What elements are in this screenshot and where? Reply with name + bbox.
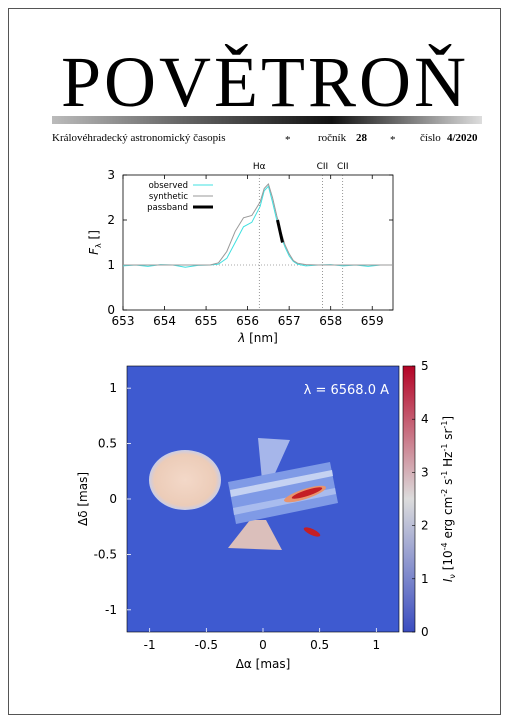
image-plot: -1 -0.5 0 0.5 1 -1 -0.5 0 0.5 1 λ = 6568.0 A Δα [ma… xyxy=(76,359,457,671)
line-chart: 653 654 655 656 657 658 659 0 1 2 3 Hα CII CII observe… xyxy=(87,162,394,345)
label-part: -1 xyxy=(440,471,449,479)
series-line xyxy=(276,219,284,243)
label-part: [nm] xyxy=(245,331,277,345)
line-marker-label: Hα xyxy=(253,162,266,172)
colorbar-tick-label: 5 xyxy=(421,359,429,373)
colorbar-tick-label: 4 xyxy=(421,412,429,426)
label-part: -1 xyxy=(440,444,449,452)
label-part: ] xyxy=(441,416,455,421)
y-axis-label: Δδ [mas] xyxy=(76,472,90,526)
volume: 28 xyxy=(356,132,368,144)
x-axis-label: λ [nm] xyxy=(237,331,278,345)
label-part: λ xyxy=(94,243,103,248)
line-marker-label: CII xyxy=(337,162,349,172)
y-tick-label: -1 xyxy=(105,603,117,617)
colorbar-tick-label: 1 xyxy=(421,572,429,586)
colorbar-tick-label: 2 xyxy=(421,519,429,533)
y-axis-label: Fλ [] xyxy=(87,230,103,255)
label-part: ν xyxy=(448,574,457,579)
x-tick-label: 1 xyxy=(373,638,381,652)
image-content xyxy=(127,366,399,632)
hot-streak xyxy=(291,487,323,499)
x-tick-label: -1 xyxy=(144,638,156,652)
x-tick-label: 658 xyxy=(319,314,342,328)
legend-label: synthetic xyxy=(149,192,188,202)
label-part: [] xyxy=(87,230,101,243)
issue: 4/2020 xyxy=(447,132,478,144)
x-tick-label: 654 xyxy=(153,314,176,328)
issue-line: Královéhradecký astronomický časopis * r… xyxy=(52,132,478,146)
y-tick-label: 1 xyxy=(109,381,117,395)
separator: * xyxy=(390,134,396,146)
y-tick-label: 0 xyxy=(109,492,117,506)
y-tick-label: 2 xyxy=(107,213,115,227)
colorbar-tick-label: 3 xyxy=(421,465,429,479)
journal-name: Královéhradecký astronomický časopis xyxy=(52,132,226,144)
x-tick-label: 659 xyxy=(361,314,384,328)
label-part: Hz xyxy=(441,452,455,471)
x-tick-label: 0.5 xyxy=(310,638,329,652)
label-part: erg cm xyxy=(441,497,455,543)
title-rule xyxy=(52,116,482,124)
x-tick-label: 657 xyxy=(278,314,301,328)
colorbar xyxy=(402,365,416,633)
label-part: sr xyxy=(441,428,455,443)
legend-label: passband xyxy=(147,203,188,213)
line-marker-label: CII xyxy=(317,162,329,172)
label-part: -2 xyxy=(440,489,449,497)
x-tick-label: 653 xyxy=(112,314,135,328)
label-part: I xyxy=(441,578,455,582)
image-annotation: λ = 6568.0 A xyxy=(304,383,389,398)
issue-label: číslo xyxy=(420,132,441,144)
volume-label: ročník xyxy=(318,132,347,144)
x-tick-label: 655 xyxy=(195,314,218,328)
y-tick-label: 0 xyxy=(107,303,115,317)
label-part: -4 xyxy=(440,542,449,550)
x-axis-label: Δα [mas] xyxy=(236,657,291,671)
label-part: s xyxy=(441,479,455,489)
label-part: λ xyxy=(237,331,245,345)
y-tick-label: 0.5 xyxy=(98,437,117,451)
label-part: -1 xyxy=(440,421,449,429)
y-tick-label: 1 xyxy=(107,258,115,272)
label-part: [10 xyxy=(441,550,455,574)
bar-stripe xyxy=(230,470,333,497)
upper-fan xyxy=(258,438,290,480)
hot-streak xyxy=(303,527,321,537)
plot-area xyxy=(122,174,394,311)
label-part: F xyxy=(87,247,101,255)
lower-fan xyxy=(228,520,282,550)
x-tick-label: -0.5 xyxy=(195,638,218,652)
x-tick-label: 0 xyxy=(259,638,267,652)
series-line xyxy=(123,183,393,266)
disk-blob xyxy=(149,450,221,510)
magazine-title: POVĚTROŇ xyxy=(61,42,469,122)
separator: * xyxy=(285,134,291,146)
y-tick-label: 3 xyxy=(107,168,115,182)
colorbar-tick-label: 0 xyxy=(421,625,429,639)
x-tick-label: 656 xyxy=(236,314,259,328)
y-tick-label: -0.5 xyxy=(94,547,117,561)
legend-label: observed xyxy=(149,181,188,191)
page-frame xyxy=(8,8,501,715)
colorbar-label: Iν [10-4 erg cm-2 s-1 Hz-1 sr-1] xyxy=(440,416,457,582)
